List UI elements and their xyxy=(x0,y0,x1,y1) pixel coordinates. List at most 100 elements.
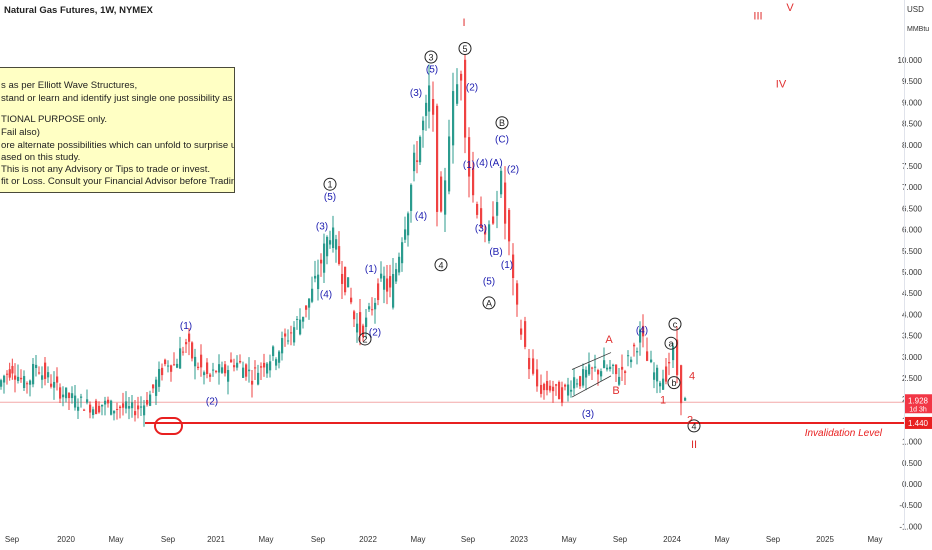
candle-body xyxy=(272,346,275,357)
candle-body xyxy=(281,338,284,354)
wave-label-circled: 4 xyxy=(691,421,696,431)
wave-label-circled: 5 xyxy=(462,44,467,54)
candle-body xyxy=(353,311,356,320)
candle-body xyxy=(659,382,662,387)
last-price-tag[interactable] xyxy=(904,394,932,414)
last-price-value: 1.928 xyxy=(908,396,929,405)
candle-body xyxy=(665,366,668,382)
candle-body xyxy=(561,387,564,403)
candle-body xyxy=(83,409,86,411)
candle-body xyxy=(646,351,649,361)
candle-body xyxy=(158,368,161,387)
candle-body xyxy=(500,170,503,195)
candle-body xyxy=(167,365,170,367)
wave-label-circle xyxy=(323,177,337,191)
candle-body xyxy=(576,383,579,385)
candle-body xyxy=(398,256,401,273)
x-tick-label: 2020 xyxy=(57,535,75,544)
candle-body xyxy=(564,384,567,387)
candle-body xyxy=(524,321,527,347)
disclaimer-note[interactable]: s as per Elliott Wave Structures, stand … xyxy=(0,67,235,193)
x-tick-label: Sep xyxy=(161,535,176,544)
candle-body xyxy=(95,400,98,415)
candle-body xyxy=(6,373,9,375)
wave-label-circled: B xyxy=(499,118,505,128)
candle-body xyxy=(107,399,110,404)
candle-body xyxy=(299,319,302,335)
y-tick-label: 6.000 xyxy=(902,226,923,235)
candle-body xyxy=(594,366,597,368)
note-line: s as per Elliott Wave Structures, xyxy=(1,80,138,91)
candle-body xyxy=(3,375,6,383)
candle-body xyxy=(248,369,251,372)
candle-body xyxy=(32,363,35,385)
price-axis-separator xyxy=(904,0,905,530)
currency-label[interactable]: USD xyxy=(907,5,924,14)
candle-body xyxy=(512,254,515,279)
candle-body xyxy=(606,367,609,370)
candle-body xyxy=(585,369,588,378)
wave-label-red: II xyxy=(691,439,697,451)
candle-body xyxy=(56,376,59,383)
x-tick-label: 2025 xyxy=(816,535,834,544)
y-tick-label: -1.000 xyxy=(899,522,922,531)
candle-body xyxy=(128,406,131,409)
candle-body xyxy=(546,380,549,391)
candle-body xyxy=(618,376,621,385)
candle-body xyxy=(492,216,495,224)
note-line: TIONAL PURPOSE only. xyxy=(1,114,108,125)
wave-label-circle xyxy=(358,332,372,346)
candle-body xyxy=(137,405,140,410)
candle-body xyxy=(257,372,260,385)
candle-body xyxy=(65,387,68,399)
candle-body xyxy=(425,102,428,116)
wave-label: (5) xyxy=(426,65,438,76)
candle-body xyxy=(684,398,687,401)
candle-body xyxy=(603,360,606,369)
candle-body xyxy=(26,383,29,385)
candle-body xyxy=(344,266,347,293)
candle-body xyxy=(221,367,224,373)
candle-body xyxy=(516,283,519,305)
candle-body xyxy=(338,246,341,265)
candle-body xyxy=(68,393,71,399)
candle-body xyxy=(528,357,531,370)
x-tick-label: Sep xyxy=(613,535,628,544)
candle-body xyxy=(410,184,413,211)
candle-body xyxy=(233,365,236,368)
candle-body xyxy=(573,377,576,389)
wave-label-circle xyxy=(482,296,496,310)
candle-body xyxy=(488,224,491,241)
candle-body xyxy=(11,365,14,374)
wave-label: (1) xyxy=(501,260,513,271)
candle-body xyxy=(227,370,230,382)
candle-body xyxy=(125,401,128,409)
candle-body xyxy=(633,344,636,347)
wave-label-red: I xyxy=(462,17,465,29)
candle-body xyxy=(480,208,483,228)
wave-label: (1) xyxy=(365,264,377,275)
x-tick-label: 2023 xyxy=(510,535,528,544)
y-tick-label: 8.500 xyxy=(902,120,923,129)
x-tick-label: Sep xyxy=(766,535,781,544)
candle-body xyxy=(668,362,671,364)
wave-label-red: III xyxy=(753,11,762,23)
candle-body xyxy=(146,399,149,405)
invalidation-price-tag[interactable] xyxy=(904,416,932,429)
candle-body xyxy=(38,372,41,374)
chart-title: Natural Gas Futures, 1W, NYMEX xyxy=(4,5,153,16)
wave-label-circle xyxy=(668,317,682,331)
wave-label-red: A xyxy=(605,334,613,346)
candle-body xyxy=(600,371,603,377)
candle-body xyxy=(642,325,645,337)
candle-body xyxy=(215,371,218,373)
candle-body xyxy=(320,259,323,264)
wave-label-circle xyxy=(424,50,438,64)
candle-body xyxy=(311,288,314,302)
candle-body xyxy=(416,160,419,162)
candle-body xyxy=(269,361,272,371)
y-tick-label: 4.000 xyxy=(902,310,923,319)
candle-body xyxy=(74,395,77,408)
wave-label-circle xyxy=(458,42,472,56)
